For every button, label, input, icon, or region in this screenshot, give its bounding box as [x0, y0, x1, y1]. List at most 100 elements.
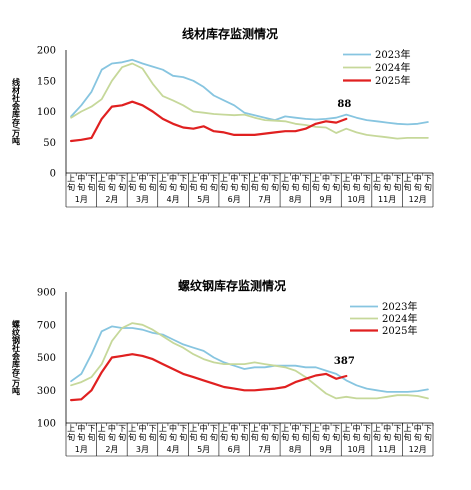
x-sub-tick-label: 下 [332, 424, 340, 433]
month-label: 9月 [319, 445, 332, 454]
x-sub-tick-label: 旬 [322, 432, 330, 442]
x-sub-tick-label: 上 [67, 174, 75, 183]
x-sub-tick-label: 下 [363, 424, 371, 433]
x-sub-tick-label: 上 [67, 424, 75, 433]
x-sub-tick-label: 旬 [373, 182, 381, 192]
chart-title: 线材库存监测情况 [182, 26, 278, 41]
month-label: 6月 [228, 195, 241, 204]
x-sub-tick-label: 旬 [281, 182, 289, 192]
legend-label: 2025年 [382, 324, 417, 337]
y-axis-label: 螺纹钢社会库存/万吨 [11, 319, 21, 396]
x-sub-tick-label: 旬 [302, 182, 310, 192]
x-sub-tick-label: 旬 [240, 432, 248, 442]
x-sub-tick-label: 下 [332, 174, 340, 183]
x-sub-tick-label: 旬 [128, 182, 136, 192]
x-sub-tick-label: 旬 [393, 182, 401, 192]
x-sub-tick-label: 旬 [200, 182, 208, 192]
x-sub-tick-label: 旬 [179, 182, 187, 192]
x-sub-tick-label: 中 [108, 173, 116, 183]
x-sub-tick-label: 下 [210, 174, 218, 183]
x-sub-tick-label: 旬 [251, 432, 259, 442]
x-sub-tick-label: 旬 [271, 432, 279, 442]
x-sub-tick-label: 旬 [383, 432, 391, 442]
y-tick-label: 0 [50, 169, 56, 180]
x-sub-tick-label: 旬 [77, 432, 85, 442]
x-sub-tick-label: 旬 [87, 432, 95, 442]
x-sub-tick-label: 上 [189, 424, 197, 433]
x-sub-tick-label: 中 [291, 173, 299, 183]
month-label: 2月 [105, 195, 118, 204]
x-sub-tick-label: 旬 [210, 432, 218, 442]
x-sub-tick-label: 中 [200, 173, 208, 183]
x-sub-tick-label: 上 [128, 174, 136, 183]
x-sub-tick-label: 下 [149, 174, 157, 183]
x-sub-tick-label: 旬 [404, 182, 412, 192]
x-sub-tick-label: 旬 [393, 432, 401, 442]
x-sub-tick-label: 上 [98, 424, 106, 433]
month-label: 9月 [319, 195, 332, 204]
x-sub-tick-label: 旬 [373, 432, 381, 442]
x-sub-tick-label: 下 [179, 174, 187, 183]
x-sub-tick-label: 旬 [414, 432, 422, 442]
y-tick-label: 500 [37, 353, 56, 364]
month-label: 2月 [105, 445, 118, 454]
x-sub-tick-label: 旬 [77, 182, 85, 192]
x-sub-tick-label: 下 [363, 174, 371, 183]
x-sub-tick-label: 旬 [261, 182, 269, 192]
series-line-2024年 [70, 62, 429, 140]
x-sub-tick-label: 中 [138, 423, 146, 433]
x-sub-tick-label: 中 [353, 173, 361, 183]
legend-label: 2023年 [375, 48, 410, 61]
x-sub-tick-label: 中 [138, 173, 146, 183]
x-sub-tick-label: 旬 [353, 432, 361, 442]
x-sub-tick-label: 中 [261, 173, 269, 183]
y-tick-label: 150 [37, 76, 56, 87]
x-sub-tick-label: 上 [342, 424, 350, 433]
x-sub-tick-label: 旬 [149, 182, 157, 192]
x-sub-tick-label: 中 [108, 423, 116, 433]
x-sub-tick-label: 旬 [230, 182, 238, 192]
x-sub-tick-label: 旬 [108, 182, 116, 192]
month-label: 8月 [289, 445, 302, 454]
x-sub-tick-label: 上 [159, 174, 167, 183]
month-label: 8月 [289, 195, 302, 204]
x-sub-tick-label: 旬 [169, 432, 177, 442]
x-sub-tick-label: 中 [230, 173, 238, 183]
legend-label: 2024年 [382, 312, 417, 325]
month-label: 10月 [347, 445, 365, 454]
x-sub-tick-label: 旬 [414, 182, 422, 192]
y-tick-label: 300 [37, 386, 56, 397]
annotation-label: 88 [337, 99, 351, 110]
annotation-label: 387 [334, 356, 355, 367]
legend-label: 2024年 [375, 61, 410, 74]
x-sub-tick-label: 下 [302, 424, 310, 433]
x-sub-tick-label: 上 [128, 424, 136, 433]
month-label: 12月 [409, 445, 427, 454]
month-label: 6月 [228, 445, 241, 454]
month-label: 5月 [197, 195, 210, 204]
x-sub-tick-label: 中 [414, 173, 422, 183]
x-sub-tick-label: 中 [383, 173, 391, 183]
x-sub-tick-label: 旬 [383, 182, 391, 192]
x-sub-tick-label: 旬 [87, 182, 95, 192]
month-label: 5月 [197, 445, 210, 454]
x-sub-tick-label: 旬 [251, 182, 259, 192]
x-sub-tick-label: 旬 [118, 432, 126, 442]
series-line-2025年 [69, 353, 348, 402]
x-sub-tick-label: 上 [373, 424, 381, 433]
x-sub-tick-label: 中 [322, 173, 330, 183]
x-sub-tick-label: 旬 [128, 432, 136, 442]
x-sub-tick-label: 旬 [67, 182, 75, 192]
y-tick-label: 200 [37, 46, 56, 57]
x-sub-tick-label: 上 [220, 424, 228, 433]
x-sub-tick-label: 旬 [424, 432, 432, 442]
x-sub-tick-label: 中 [322, 423, 330, 433]
x-sub-tick-label: 旬 [230, 432, 238, 442]
x-sub-tick-label: 旬 [98, 432, 106, 442]
month-label: 7月 [258, 195, 271, 204]
legend-label: 2025年 [375, 74, 410, 87]
x-sub-tick-label: 旬 [138, 432, 146, 442]
x-sub-tick-label: 中 [169, 173, 177, 183]
x-sub-tick-label: 下 [271, 174, 279, 183]
x-sub-tick-label: 上 [342, 174, 350, 183]
